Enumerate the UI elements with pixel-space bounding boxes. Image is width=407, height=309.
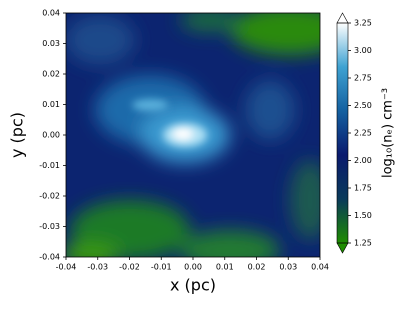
y-tick-label: 0.00 xyxy=(42,131,60,140)
colorbar-extend-top xyxy=(336,12,349,24)
colorbar-tick-label: 1.75 xyxy=(354,184,372,193)
colorbar-extend-bottom xyxy=(336,242,349,254)
colorbar-label: log₁₀(nₑ) cm⁻³ xyxy=(381,88,396,178)
field-image xyxy=(66,13,320,257)
x-tick-label: 0.00 xyxy=(184,263,202,272)
y-tick-label: 0.04 xyxy=(42,9,60,18)
colorbar xyxy=(337,23,348,243)
y-tick-label: -0.03 xyxy=(39,222,60,231)
x-tick-label: 0.02 xyxy=(248,263,266,272)
colorbar-tick-label: 2.25 xyxy=(354,129,372,138)
x-tick-label: 0.04 xyxy=(311,263,329,272)
y-tick-label: 0.01 xyxy=(42,100,60,109)
colorbar-tick-label: 3.00 xyxy=(354,46,372,55)
x-tick-label: -0.04 xyxy=(56,263,77,272)
y-tick-label: -0.02 xyxy=(39,192,60,201)
colorbar-tick-label: 2.50 xyxy=(354,101,372,110)
x-tick-label: 0.01 xyxy=(216,263,234,272)
colorbar-tick-label: 1.50 xyxy=(354,211,372,220)
y-tick-label: -0.04 xyxy=(39,253,60,262)
colorbar-tick-label: 3.25 xyxy=(354,19,372,28)
y-axis-label: y (pc) xyxy=(8,112,27,158)
x-tick-label: -0.03 xyxy=(87,263,108,272)
colorbar-tick-label: 1.25 xyxy=(354,239,372,248)
colorbar-tick-label: 2.75 xyxy=(354,74,372,83)
colorbar-tick-label: 2.00 xyxy=(354,156,372,165)
x-tick-label: -0.01 xyxy=(151,263,172,272)
y-tick-label: 0.02 xyxy=(42,70,60,79)
y-tick-label: 0.03 xyxy=(42,39,60,48)
x-tick-label: -0.02 xyxy=(119,263,140,272)
y-tick-label: -0.01 xyxy=(39,161,60,170)
x-axis-label: x (pc) xyxy=(170,276,216,295)
x-tick-label: 0.03 xyxy=(279,263,297,272)
